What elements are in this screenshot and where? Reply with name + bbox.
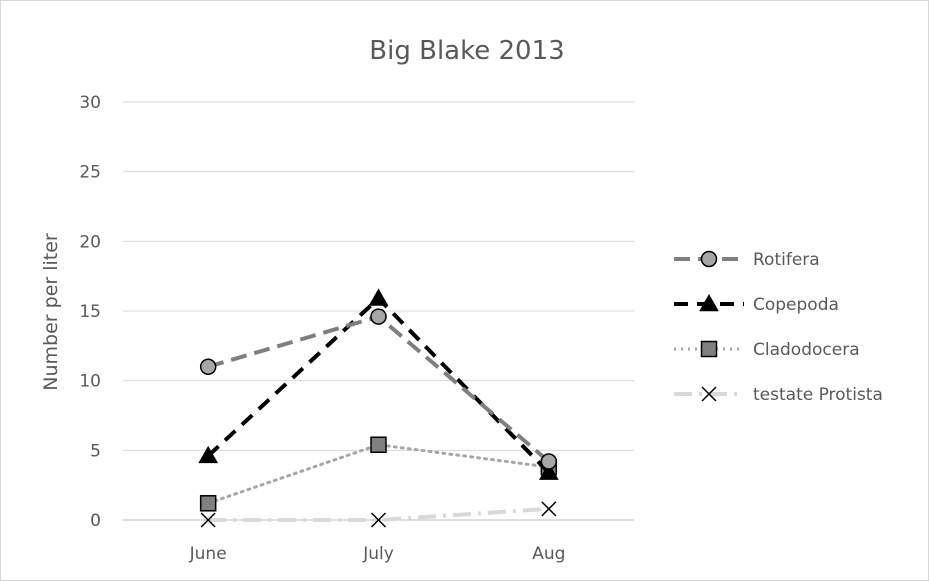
data-point: [198, 445, 219, 464]
x-tick-label: Aug: [532, 544, 565, 564]
y-tick-label: 0: [90, 511, 101, 531]
legend-label: Copepoda: [753, 295, 839, 315]
data-point: [368, 288, 389, 306]
data-point: [370, 308, 387, 325]
series-line: [208, 506, 549, 522]
legend-label: Rotifera: [753, 250, 820, 270]
marker-stroke: [541, 501, 557, 517]
legend-item: Copepoda: [674, 293, 839, 315]
data-point: [199, 495, 217, 512]
marker-stroke: [370, 512, 387, 528]
data-point: [370, 512, 387, 528]
y-tick-label: 20: [79, 232, 101, 252]
legend-item: testate Protista: [674, 385, 883, 405]
y-tick-label: 25: [79, 163, 101, 183]
y-tick-label: 10: [79, 372, 101, 392]
legend-label: testate Protista: [753, 385, 883, 405]
data-point: [541, 501, 557, 517]
legend-label: Cladodocera: [753, 340, 860, 360]
marker-stroke: [701, 386, 717, 402]
series-rotifera: [199, 308, 558, 470]
data-point: [200, 512, 216, 528]
data-point: [199, 358, 217, 375]
legend: Rotifera Copepoda Cladodocera testate Proti…: [674, 250, 883, 405]
y-axis-label: Number per liter: [40, 233, 62, 391]
legend-marker: [700, 340, 718, 358]
series-cladodocera: [199, 436, 558, 512]
legend-item: Rotifera: [674, 250, 820, 270]
x-tick-label: June: [189, 544, 227, 564]
series-line: [206, 443, 551, 505]
series-group: [198, 288, 559, 528]
chart-title: Big Blake 2013: [369, 36, 564, 66]
data-point: [540, 453, 558, 470]
y-tick-label: 5: [90, 441, 101, 461]
x-axis-ticks: June July Aug: [189, 544, 566, 564]
legend-marker: [701, 386, 717, 402]
legend-marker: [699, 293, 719, 312]
legend-item: Cladodocera: [674, 340, 860, 360]
marker-stroke: [200, 512, 216, 528]
series-testate-protista: [200, 501, 557, 528]
legend-marker: [700, 250, 718, 268]
data-point: [370, 436, 387, 454]
data-point: [538, 462, 559, 480]
x-tick-label: July: [362, 544, 394, 564]
y-tick-label: 30: [79, 93, 101, 113]
y-axis-ticks: 0 5 10 15 20 25 30: [79, 93, 101, 531]
y-tick-label: 15: [79, 302, 101, 322]
